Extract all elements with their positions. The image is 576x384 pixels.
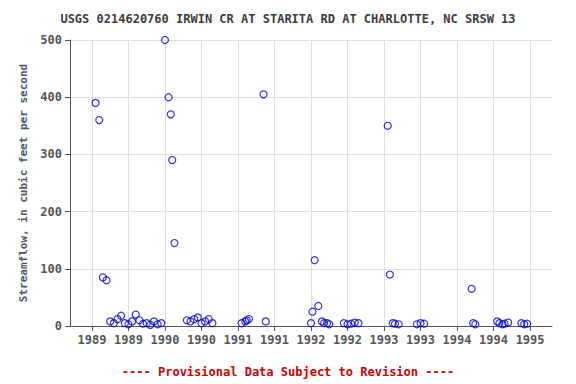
svg-text:1991: 1991 — [224, 333, 253, 347]
svg-text:0: 0 — [55, 319, 62, 333]
svg-text:1989: 1989 — [114, 333, 143, 347]
svg-text:1990: 1990 — [187, 333, 216, 347]
svg-text:1993: 1993 — [406, 333, 435, 347]
svg-text:USGS 0214620760 IRWIN CR AT ST: USGS 0214620760 IRWIN CR AT STARITA RD A… — [60, 12, 515, 26]
svg-text:---- Provisional Data Subject: ---- Provisional Data Subject to Revisio… — [122, 365, 454, 379]
svg-text:1995: 1995 — [516, 333, 545, 347]
svg-text:1992: 1992 — [333, 333, 362, 347]
svg-text:1994: 1994 — [443, 333, 472, 347]
svg-text:200: 200 — [40, 205, 62, 219]
svg-text:300: 300 — [40, 147, 62, 161]
svg-text:1993: 1993 — [370, 333, 399, 347]
svg-text:1994: 1994 — [479, 333, 508, 347]
svg-text:400: 400 — [40, 90, 62, 104]
svg-text:1990: 1990 — [150, 333, 179, 347]
svg-text:1989: 1989 — [77, 333, 106, 347]
svg-text:100: 100 — [40, 262, 62, 276]
svg-text:Streamflow, in cubic feet per: Streamflow, in cubic feet per second — [17, 64, 30, 302]
svg-text:1991: 1991 — [260, 333, 289, 347]
svg-text:1992: 1992 — [297, 333, 326, 347]
svg-text:500: 500 — [40, 33, 62, 47]
